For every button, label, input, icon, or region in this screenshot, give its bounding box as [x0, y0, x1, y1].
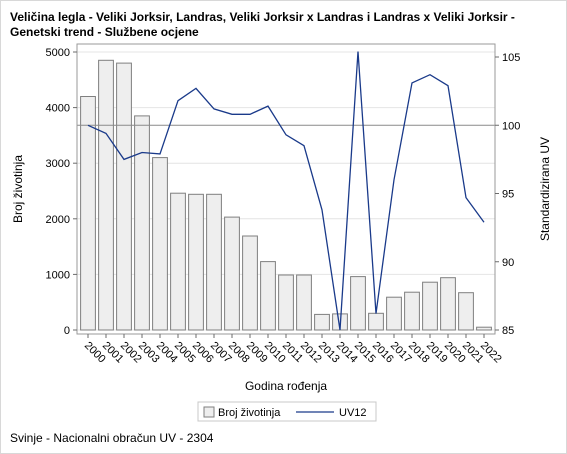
- bar: [170, 192, 186, 331]
- bar: [296, 274, 312, 331]
- legend-label-bars: Broj životinja: [218, 407, 281, 419]
- bar: [206, 193, 222, 331]
- y-left-tick-label: 3000: [46, 158, 70, 170]
- y-right-tick-label: 105: [502, 52, 520, 64]
- y-left-tick-label: 4000: [46, 103, 70, 115]
- legend: Broj životinja UV12: [197, 401, 377, 422]
- chart-title-line-2: Genetski trend - Službene ocjene: [10, 25, 199, 39]
- y-left-tick-label: 2000: [46, 214, 70, 226]
- bar: [116, 62, 132, 331]
- bar: [404, 291, 420, 331]
- bar: [224, 216, 240, 331]
- bar: [422, 281, 438, 331]
- y-left-tick-label: 1000: [46, 269, 70, 281]
- bar: [134, 115, 150, 331]
- y-right-tick-label: 85: [502, 325, 514, 337]
- bar: [98, 59, 114, 331]
- bar-series: [80, 59, 492, 331]
- x-axis-label: Godina rođenja: [245, 379, 327, 393]
- legend-box: [197, 401, 377, 422]
- line-series: [87, 51, 485, 331]
- bar: [368, 312, 384, 331]
- uv12-line: [87, 51, 485, 331]
- bar: [458, 292, 474, 331]
- bar: [476, 326, 492, 331]
- y-right-tick-label: 95: [502, 189, 514, 201]
- y-left-tick-label: 0: [64, 325, 70, 337]
- bar: [188, 193, 204, 331]
- y-right-axis-label: Standardizirana UV: [538, 137, 552, 241]
- axes: 0100020003000400050008590951001052000200…: [11, 43, 552, 393]
- bar: [80, 96, 96, 331]
- bar: [260, 261, 276, 331]
- bar: [278, 274, 294, 331]
- y-left-axis-label: Broj životinja: [11, 155, 25, 223]
- bar: [314, 313, 330, 331]
- y-right-tick-label: 100: [502, 120, 520, 132]
- footnote: Svinje - Nacionalni obračun UV - 2304: [10, 431, 214, 445]
- y-right-tick-label: 90: [502, 257, 514, 269]
- bar: [440, 277, 456, 331]
- bar: [386, 296, 402, 331]
- chart-title-line-1: Veličina legla - Veliki Jorksir, Landras…: [10, 10, 515, 24]
- legend-swatch-bars: [203, 406, 215, 418]
- bar: [350, 276, 366, 331]
- bar: [152, 157, 168, 331]
- bar: [242, 235, 258, 331]
- y-left-tick-label: 5000: [46, 47, 70, 59]
- legend-label-line: UV12: [339, 407, 367, 419]
- chart-title: Veličina legla - Veliki Jorksir, Landras…: [10, 10, 555, 40]
